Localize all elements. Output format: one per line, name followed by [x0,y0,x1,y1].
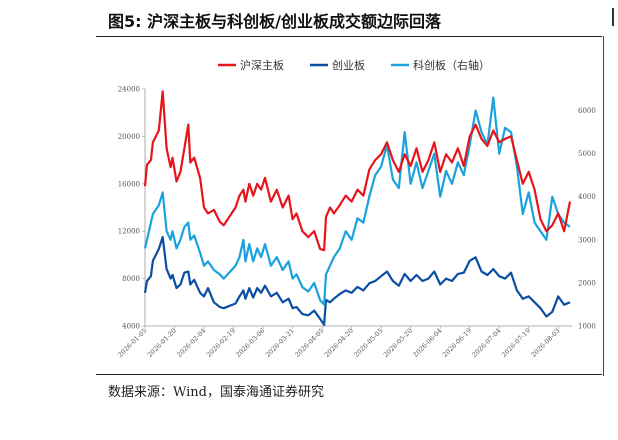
x-tick-label: 2026-01-20 [146,327,178,359]
left-tick-label: 12000 [118,228,140,236]
series-line-0 [143,90,572,252]
left-tick-label: 16000 [118,180,140,188]
right-tick-label: 3000 [578,236,596,244]
x-tick-label: 2026-04-20 [323,327,355,359]
legend-label: 沪深主板 [240,58,284,72]
left-tick-label: 4000 [122,323,140,331]
x-tick-label: 2026-03-21 [264,327,296,359]
right-tick-label: 1000 [578,323,596,331]
series-line-2 [143,96,571,306]
adjacent-panel-edge [612,8,618,26]
x-tick-label: 2026-08-03 [529,327,561,359]
panel-divider [603,36,604,376]
x-tick-label: 2026-07-19 [500,327,532,359]
x-tick-label: 2026-05-20 [382,327,414,359]
legend-label: 创业板 [332,58,365,72]
x-tick-label: 2026-03-06 [234,327,266,359]
x-tick-label: 2026-07-04 [470,327,502,359]
right-tick-label: 2000 [578,279,596,287]
chart-series [143,90,572,326]
x-tick-label: 2026-02-19 [205,327,237,359]
x-tick-label: 2026-06-04 [411,327,443,359]
x-tick-label: 2026-02-04 [175,327,207,359]
legend-label: 科创板（右轴） [413,58,490,72]
left-tick-label: 20000 [118,133,140,141]
right-tick-label: 4000 [578,193,596,201]
x-tick-label: 2026-06-19 [441,327,473,359]
x-tick-label: 2026-01-05 [116,327,148,359]
series-line-1 [143,236,571,326]
title-rule [96,36,602,37]
right-tick-label: 6000 [578,107,596,115]
left-tick-label: 8000 [122,275,140,283]
x-tick-label: 2026-05-05 [352,327,384,359]
right-tick-label: 5000 [578,150,596,158]
source-rule [96,374,602,375]
x-tick-label: 2026-04-05 [293,327,325,359]
left-tick-label: 24000 [118,86,140,94]
source-note: 数据来源：Wind，国泰海通证券研究 [108,385,324,400]
figure-title: 图5: 沪深主板与科创板/创业板成交额边际回落 [108,12,441,31]
chart-legend: 沪深主板 创业板 科创板（右轴） [218,58,490,72]
